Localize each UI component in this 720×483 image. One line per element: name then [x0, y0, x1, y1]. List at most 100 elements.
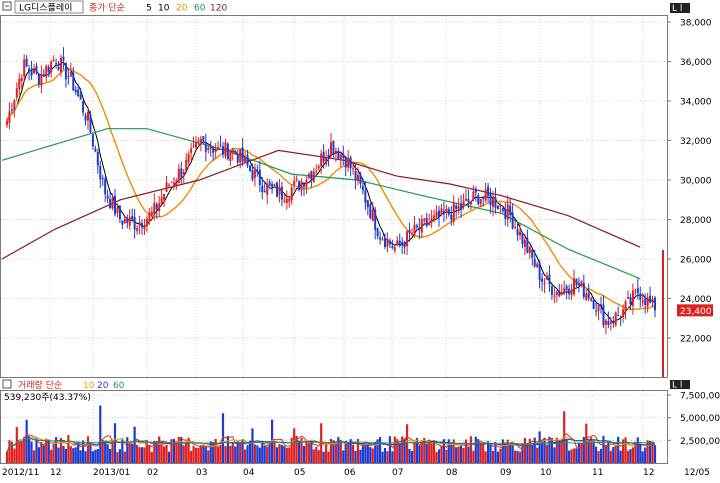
candle-body: [82, 101, 85, 113]
candle-body: [425, 218, 428, 226]
candle-body: [150, 211, 153, 215]
candle-body: [585, 293, 588, 300]
volume-bar: [202, 445, 205, 463]
volume-bar: [212, 442, 215, 463]
candle-body: [28, 68, 31, 72]
date-label: 05: [294, 468, 305, 478]
volume-tick-label: 5,000,000: [680, 414, 720, 424]
date-label: 07: [392, 468, 403, 478]
volume-bar: [165, 444, 168, 463]
candle-body: [187, 154, 190, 163]
volume-bar: [248, 440, 252, 463]
candle-body: [602, 304, 605, 326]
candle-body: [565, 286, 568, 291]
date-label: 11: [592, 468, 603, 478]
volume-settings-icon[interactable]: [2, 379, 12, 389]
volume-bar: [612, 446, 615, 463]
candle-body: [361, 185, 364, 191]
ma120-label: 120: [210, 4, 227, 14]
candle-body: [511, 212, 514, 229]
candle-body: [168, 184, 170, 186]
candle-body: [89, 114, 92, 133]
volume-bar: [89, 442, 92, 463]
volume-bar: [69, 446, 72, 463]
date-label: 12: [643, 468, 654, 478]
volume-bar: [418, 445, 421, 463]
candle-body: [629, 297, 632, 304]
candle-body: [553, 295, 556, 297]
volume-bar: [216, 446, 220, 463]
candle-body: [177, 168, 180, 183]
volume-bar: [410, 450, 414, 463]
candle-body: [533, 259, 536, 267]
candle-body: [352, 168, 355, 170]
candle-body: [543, 282, 546, 285]
volume-bar: [342, 450, 345, 463]
volume-bar: [469, 436, 473, 463]
candle-body: [430, 218, 433, 223]
candle-body: [634, 289, 637, 291]
candle-body: [109, 199, 112, 209]
candle-body: [612, 320, 615, 323]
volume-axis-badge[interactable]: L l: [670, 380, 690, 391]
volume-bar: [52, 442, 55, 463]
candle-body: [219, 145, 222, 147]
volume-bar: [32, 450, 36, 463]
volume-bar: [587, 439, 590, 463]
candle-body: [538, 262, 541, 281]
candle-body: [573, 278, 575, 295]
candle-body: [406, 231, 409, 247]
date-label: 10: [540, 468, 552, 478]
volume-bar: [91, 451, 95, 463]
candle-body: [418, 227, 421, 230]
candle-body: [234, 150, 237, 154]
price-axis-badge[interactable]: L l: [670, 3, 690, 14]
volume-bar: [423, 437, 426, 463]
symbol-box[interactable]: [14, 0, 84, 14]
candle-body: [555, 292, 558, 295]
volume-bar: [506, 439, 509, 463]
volume-bar: [322, 451, 325, 463]
volume-bar: [280, 444, 284, 463]
volume-bar: [172, 438, 176, 463]
volume-bar: [651, 441, 654, 463]
current-volume: 539,230주(43.37%): [4, 392, 91, 403]
volume-bar: [641, 451, 644, 463]
volume-bar: [545, 444, 549, 463]
volume-bar: [381, 451, 384, 463]
candle-body: [290, 187, 293, 201]
volume-bar: [369, 447, 372, 463]
volume-bar: [25, 419, 28, 463]
volume-bar: [518, 451, 522, 463]
candle-body: [8, 111, 11, 123]
volume-bar: [636, 437, 639, 463]
ma5-label: 5: [146, 4, 152, 14]
volume-bar: [35, 438, 38, 463]
volume-bar: [501, 439, 504, 463]
volume-bar: [425, 443, 428, 463]
volume-bar: [594, 446, 598, 463]
volume-bar: [329, 438, 333, 463]
candle-body: [305, 180, 308, 188]
candle-body: [563, 288, 566, 293]
candle-body: [646, 297, 649, 307]
candle-body: [433, 215, 436, 221]
candle-body: [226, 143, 229, 160]
volume-bar: [474, 436, 477, 463]
candle-body: [457, 205, 460, 209]
volume-bar: [374, 441, 377, 463]
candle-body: [295, 179, 298, 181]
volume-bar: [317, 450, 320, 463]
volume-bar: [246, 445, 249, 463]
candle-body: [165, 182, 168, 192]
volume-bar: [158, 436, 161, 463]
candle-body: [106, 195, 109, 199]
candle-body: [374, 209, 377, 230]
candle-body: [344, 156, 347, 168]
candle-body: [293, 180, 296, 186]
candle-body: [123, 218, 126, 224]
candle-body: [317, 166, 320, 169]
candle-body: [224, 142, 227, 157]
candle-body: [408, 229, 411, 233]
candle-body: [575, 278, 578, 286]
